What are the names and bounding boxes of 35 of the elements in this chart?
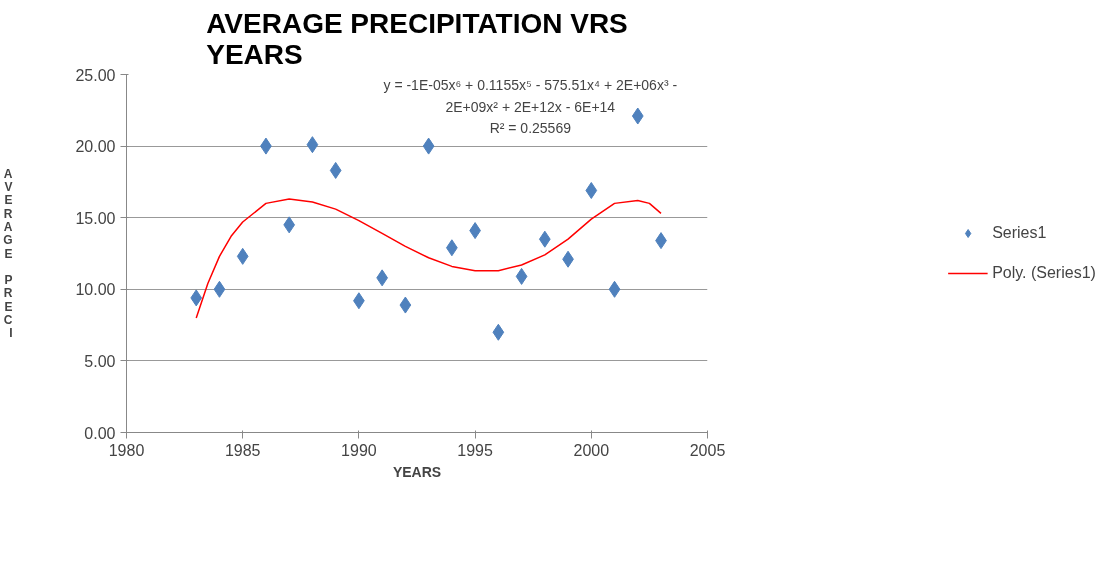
- point: [515, 267, 528, 285]
- point: [585, 181, 598, 199]
- point: [329, 161, 342, 179]
- point: [631, 107, 644, 125]
- x-tick-label: 1980: [108, 441, 145, 459]
- y-tick-label: 20.00: [75, 138, 116, 156]
- point: [213, 280, 226, 298]
- point: [492, 323, 505, 341]
- point: [306, 136, 319, 154]
- y-tick-label: 5.00: [84, 352, 116, 370]
- chart-title: AVERAGE PRECIPITATION VRS YEARS: [206, 7, 628, 70]
- annotation: y = -1E-05x⁶ + 0.1155x⁵ - 575.51x⁴ + 2E+06x³ -: [383, 77, 678, 94]
- annotation: 2E+09x² + 2E+12x - 6E+14: [445, 98, 616, 115]
- y-tick-label: 10.00: [75, 281, 116, 299]
- point: [283, 216, 296, 234]
- y-tick-label: 15.00: [75, 209, 116, 227]
- x-axis-title: YEARS: [392, 463, 442, 480]
- text: AVERAGE PRECI: [3, 166, 13, 341]
- legend-label: Series1: [992, 224, 1047, 242]
- y-tick-label: 0.00: [84, 424, 116, 442]
- point: [538, 230, 551, 248]
- annotation: R² = 0.25569: [489, 120, 572, 137]
- point: [190, 289, 203, 307]
- x-tick-label: 2005: [689, 441, 726, 459]
- point: [608, 280, 621, 298]
- x-tick-label: 2000: [573, 441, 610, 459]
- x-tick-label: 1995: [457, 441, 493, 459]
- point: [236, 247, 249, 265]
- y-tick-label: 25.00: [75, 66, 116, 84]
- x-tick-label: 1990: [341, 441, 377, 459]
- line-series: [195, 198, 662, 319]
- point: [399, 296, 412, 314]
- point: [422, 137, 435, 155]
- legend-label: Poly. (Series1): [992, 264, 1096, 282]
- x-tick-label: 1985: [224, 441, 261, 459]
